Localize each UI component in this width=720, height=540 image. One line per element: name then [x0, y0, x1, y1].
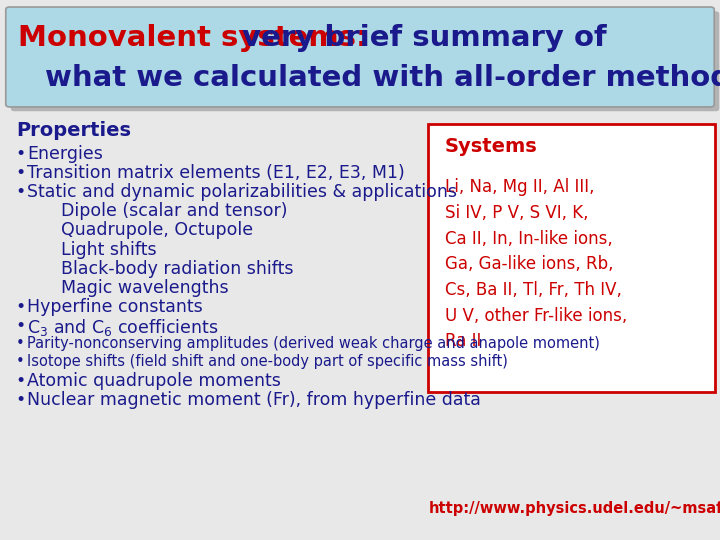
- Text: what we calculated with all-order method: what we calculated with all-order method: [45, 64, 720, 92]
- Text: Quadrupole, Octupole: Quadrupole, Octupole: [61, 221, 253, 239]
- Text: •: •: [16, 164, 26, 182]
- Text: •: •: [16, 372, 26, 390]
- Text: very brief summary of: very brief summary of: [232, 24, 606, 52]
- Text: http://www.physics.udel.edu/~msafrono: http://www.physics.udel.edu/~msafrono: [428, 501, 720, 516]
- Text: •: •: [16, 391, 26, 409]
- Text: C$_3$ and C$_6$ coefficients: C$_3$ and C$_6$ coefficients: [27, 317, 219, 338]
- Text: Dipole (scalar and tensor): Dipole (scalar and tensor): [61, 202, 288, 220]
- Text: •: •: [16, 183, 26, 201]
- Text: •: •: [16, 298, 26, 316]
- Text: Li, Na, Mg II, Al III,
Si IV, P V, S VI, K,
Ca II, In, In-like ions,
Ga, Ga-like: Li, Na, Mg II, Al III, Si IV, P V, S VI,…: [445, 178, 627, 350]
- Text: Light shifts: Light shifts: [61, 240, 157, 259]
- FancyBboxPatch shape: [428, 124, 715, 392]
- Text: Systems: Systems: [445, 137, 538, 156]
- Text: •: •: [16, 317, 26, 335]
- Text: Energies: Energies: [27, 145, 103, 163]
- Text: Magic wavelengths: Magic wavelengths: [61, 279, 229, 297]
- Text: Nuclear magnetic moment (Fr), from hyperfine data: Nuclear magnetic moment (Fr), from hyper…: [27, 391, 481, 409]
- FancyBboxPatch shape: [6, 7, 714, 107]
- Text: •: •: [16, 145, 26, 163]
- Text: Atomic quadrupole moments: Atomic quadrupole moments: [27, 372, 282, 390]
- Text: •: •: [16, 336, 24, 352]
- Text: Parity-nonconserving amplitudes (derived weak charge and anapole moment): Parity-nonconserving amplitudes (derived…: [27, 336, 600, 352]
- Text: Hyperfine constants: Hyperfine constants: [27, 298, 203, 316]
- Text: Monovalent systems:: Monovalent systems:: [18, 24, 368, 52]
- Text: Black-body radiation shifts: Black-body radiation shifts: [61, 260, 294, 278]
- FancyBboxPatch shape: [11, 11, 719, 111]
- Text: Transition matrix elements (E1, E2, E3, M1): Transition matrix elements (E1, E2, E3, …: [27, 164, 405, 182]
- Text: Properties: Properties: [16, 122, 131, 140]
- Text: •: •: [16, 354, 24, 369]
- Text: Static and dynamic polarizabilities & applications: Static and dynamic polarizabilities & ap…: [27, 183, 457, 201]
- Text: Isotope shifts (field shift and one-body part of specific mass shift): Isotope shifts (field shift and one-body…: [27, 354, 508, 369]
